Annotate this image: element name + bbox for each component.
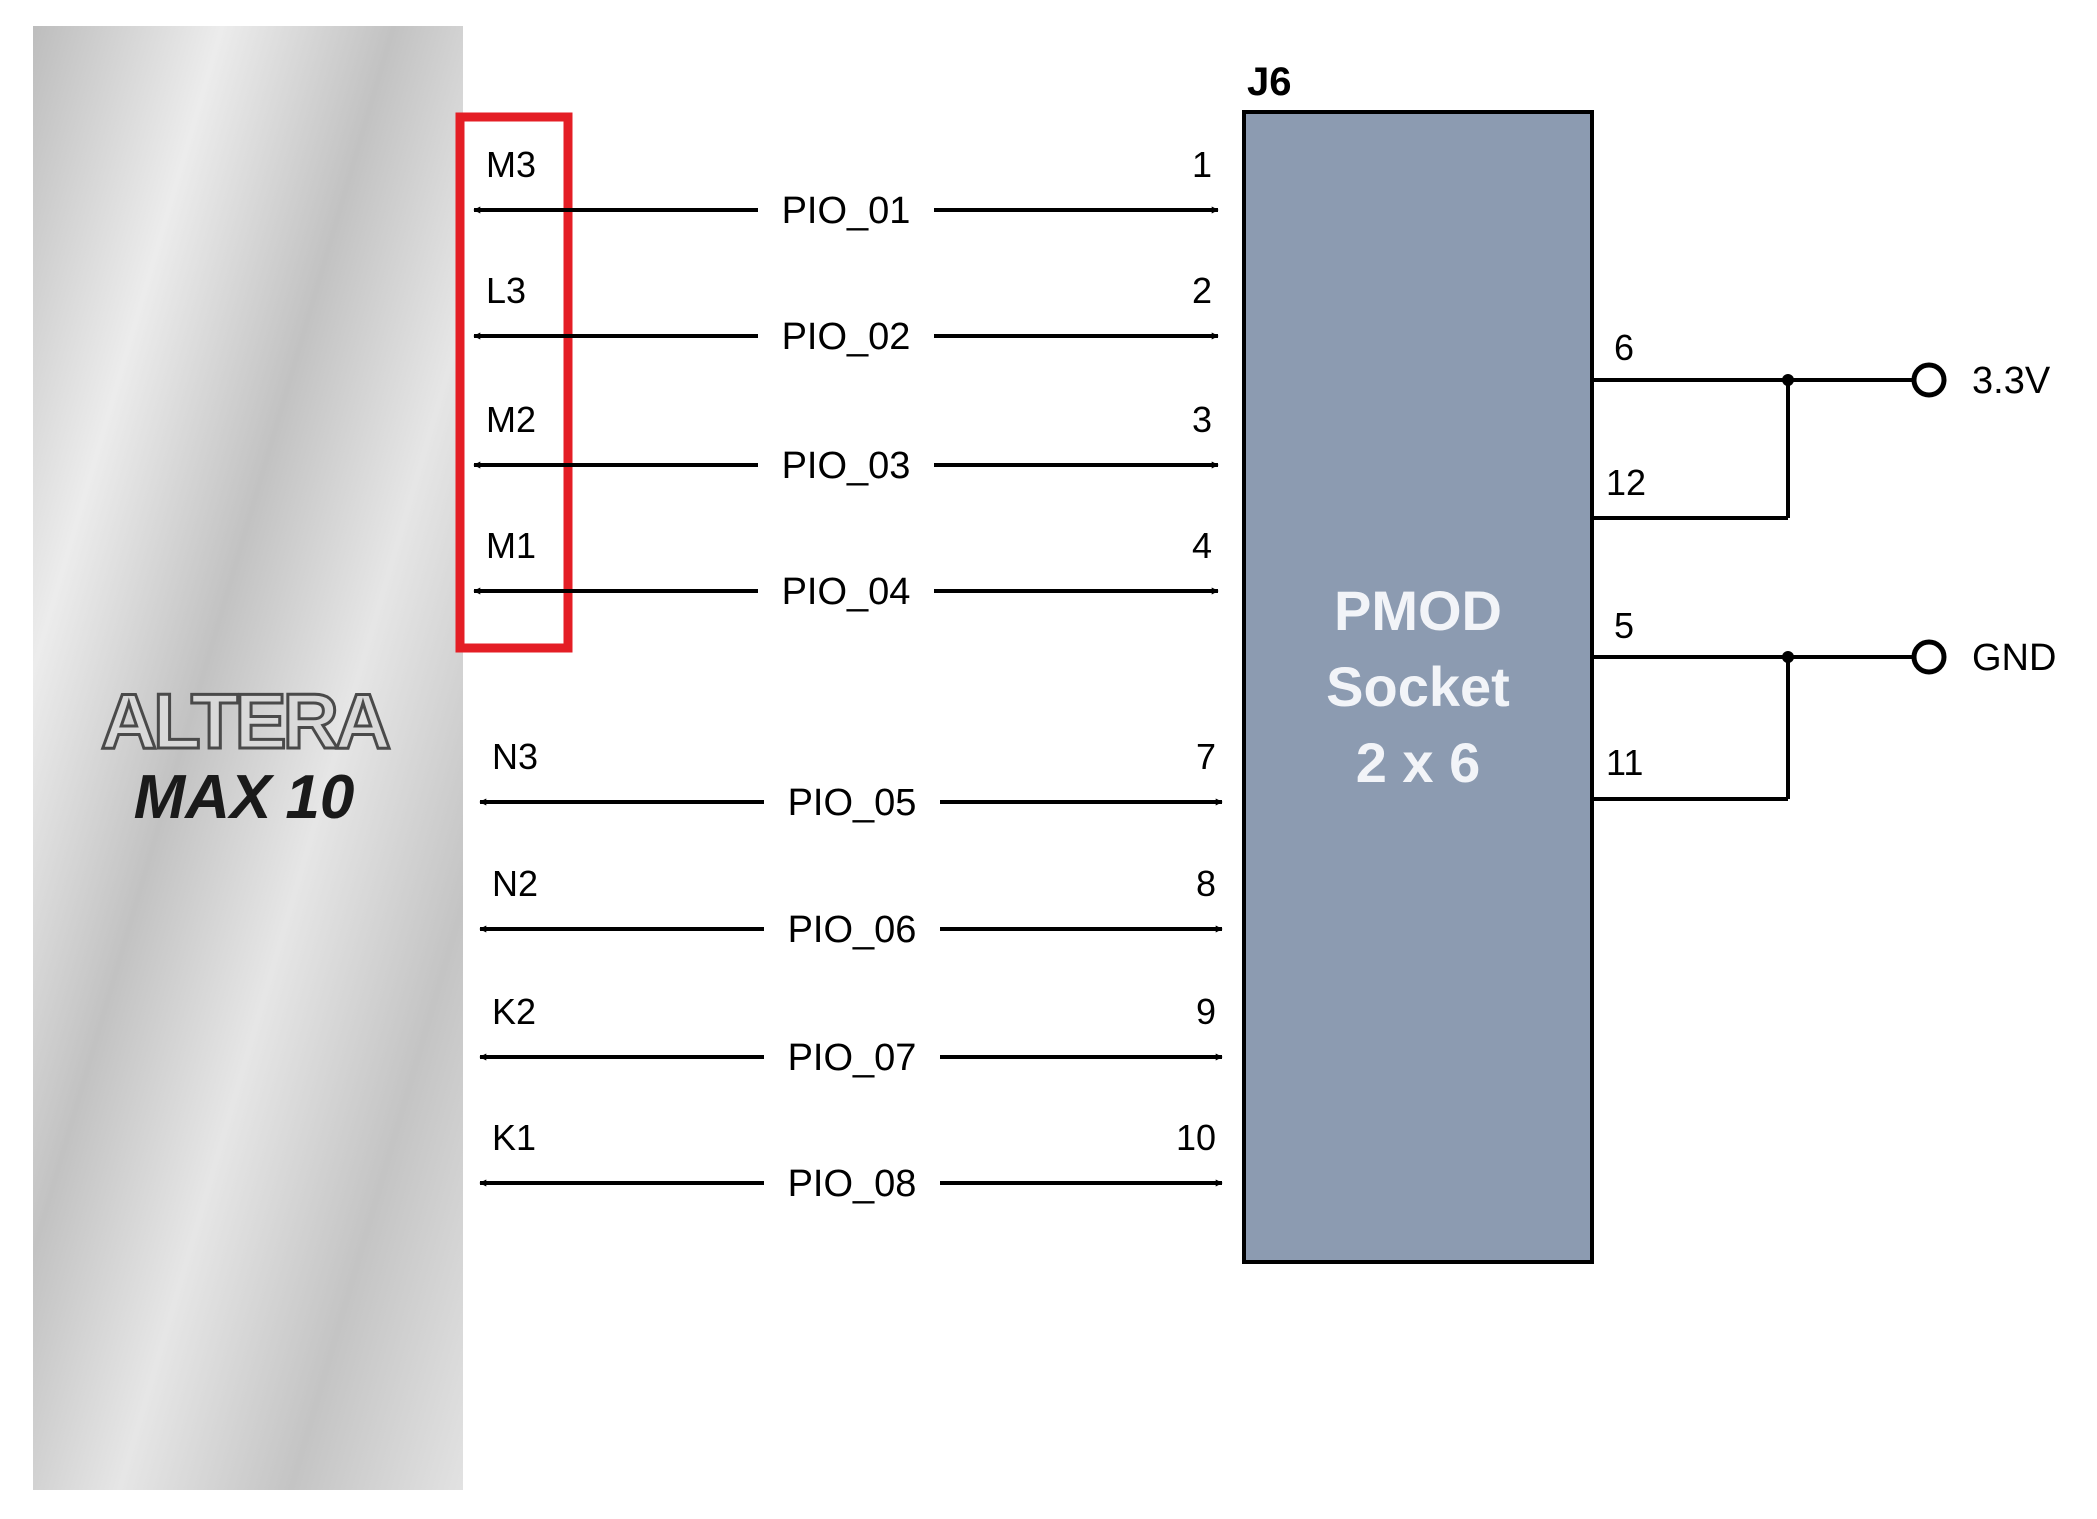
power-3v3-net: 6 12 3.3V (1592, 327, 2051, 520)
signal-row: K1 10 PIO_08 (479, 1117, 1223, 1205)
power-label-3v3: 3.3V (1972, 360, 2051, 402)
signal-row: K2 9 PIO_07 (479, 991, 1223, 1079)
socket-pin-label: 1 (1192, 144, 1212, 185)
fpga-pin-label: M3 (486, 144, 536, 185)
fpga-pin-label: K1 (492, 1117, 536, 1158)
net-label: PIO_04 (782, 571, 911, 613)
socket-pin-label: 4 (1192, 525, 1212, 566)
pin-label-5: 5 (1614, 605, 1634, 646)
socket-pin-label: 3 (1192, 399, 1212, 440)
signal-row: M2 3 PIO_03 (473, 399, 1219, 487)
signal-row: M1 4 PIO_04 (473, 525, 1219, 613)
signal-lines: M3 1 PIO_01 L3 2 PIO_02 M2 3 PIO_03 M1 4 PIO_04 N3 7 P… (473, 144, 1223, 1205)
signal-row: N2 8 PIO_06 (479, 863, 1223, 951)
socket-pin-label: 2 (1192, 270, 1212, 311)
fpga-pin-label: N3 (492, 736, 538, 777)
socket-pin-label: 8 (1196, 863, 1216, 904)
junction-dot (1782, 651, 1794, 663)
connector-designator: J6 (1247, 60, 1292, 104)
signal-row: M3 1 PIO_01 (473, 144, 1219, 232)
pmod-socket-body (1242, 110, 1594, 1264)
max10-logo-text: MAX 10 (134, 763, 355, 832)
fpga-pin-label: M1 (486, 525, 536, 566)
net-label: PIO_03 (782, 445, 911, 487)
power-label-gnd: GND (1972, 637, 2056, 679)
junction-dot (1782, 374, 1794, 386)
fpga-pin-label: M2 (486, 399, 536, 440)
fpga-pin-label: N2 (492, 863, 538, 904)
net-label: PIO_06 (788, 909, 917, 951)
pmod-connector: J6 PMOD Socket 2 x 6 (1242, 60, 1594, 1264)
net-label: PIO_08 (788, 1163, 917, 1205)
net-label: PIO_02 (782, 316, 911, 358)
signal-row: N3 7 PIO_05 (479, 736, 1223, 824)
net-label: PIO_05 (788, 782, 917, 824)
socket-label-line-1: PMOD (1334, 579, 1502, 642)
socket-pin-label: 7 (1196, 736, 1216, 777)
fpga-chip: ALTERA MAX 10 (33, 26, 463, 1490)
signal-row: L3 2 PIO_02 (473, 270, 1219, 358)
socket-pin-label: 9 (1196, 991, 1216, 1032)
fpga-chip-body (33, 26, 463, 1490)
highlight-box (455, 112, 573, 653)
terminal-gnd-icon (1911, 639, 1947, 675)
fpga-pin-label: K2 (492, 991, 536, 1032)
socket-label-line-2: Socket (1326, 655, 1510, 718)
power-gnd-net: 5 11 GND (1592, 605, 2056, 801)
net-label: PIO_07 (788, 1037, 917, 1079)
socket-pin-label: 10 (1176, 1117, 1216, 1158)
pin-label-12: 12 (1606, 462, 1646, 503)
socket-label-line-3: 2 x 6 (1356, 731, 1481, 794)
net-label: PIO_01 (782, 190, 911, 232)
pin-label-6: 6 (1614, 327, 1634, 368)
terminal-3v3-icon (1911, 362, 1947, 398)
altera-logo-text: ALTERA (101, 677, 390, 765)
pin-label-11: 11 (1606, 742, 1643, 783)
fpga-pin-label: L3 (486, 270, 526, 311)
